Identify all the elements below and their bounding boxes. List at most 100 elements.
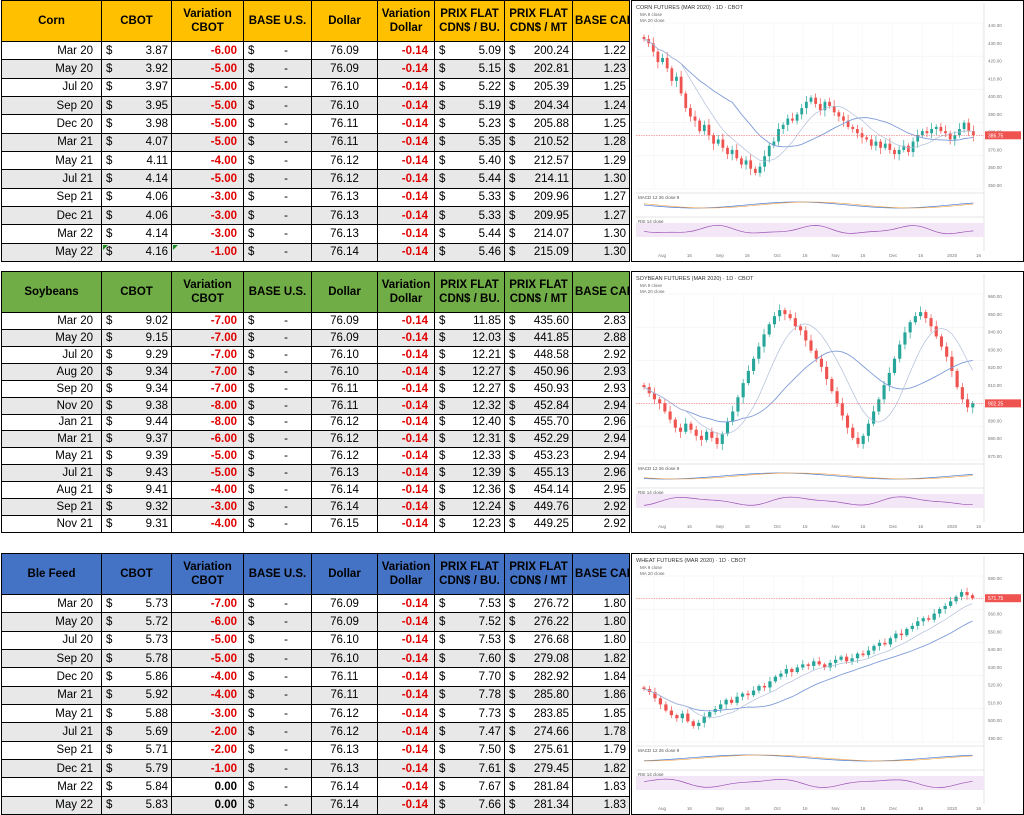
candle-body (844, 656, 849, 662)
macd-label: MACD 12 26 close 9 (638, 466, 680, 471)
candle-body (833, 659, 838, 663)
x-tick-label: 16 (687, 253, 693, 258)
variation-dollar-cell: -0.14 (377, 795, 435, 815)
candle-body (686, 713, 690, 722)
cbot-cell: $3.95 (101, 95, 172, 116)
base-cad-cell: 1.80 (572, 630, 630, 650)
variation-dollar-cell: -0.14 (377, 630, 435, 650)
candle-body (955, 370, 959, 388)
prix-flat-mt-cell: $454.14 (504, 481, 573, 500)
dollar-cell: 76.12 (311, 703, 378, 724)
base-cad-cell: 1.30 (572, 242, 630, 263)
prix-flat-bu-cell: $5.33 (434, 187, 505, 207)
base-us-cell: $ - (243, 447, 312, 466)
variation-dollar-cell: -0.14 (377, 150, 435, 171)
candle-body (740, 158, 743, 165)
candle-body (861, 435, 865, 444)
y-tick-label: 440.00 (988, 23, 1002, 28)
prix-flat-mt-cell: $285.80 (504, 685, 573, 705)
variation-cbot-cell: -5.00 (171, 447, 244, 466)
base-us-cell: $ - (243, 59, 312, 79)
variation-cbot-cell: -7.00 (171, 345, 244, 364)
variation-cbot-cell: -7.00 (171, 593, 244, 614)
variation-dollar-cell: -0.14 (377, 187, 435, 207)
dollar-cell: 76.12 (311, 430, 378, 449)
candle-body (962, 122, 966, 130)
ma9-line (643, 603, 973, 718)
base-cad-cell: 2.94 (572, 430, 630, 449)
candle-body (729, 699, 734, 703)
prix-flat-bu-cell: $12.40 (434, 413, 505, 432)
y-tick-label: 880.00 (988, 436, 1002, 441)
candle-body (866, 423, 870, 436)
base-cad-cell: 1.27 (572, 205, 630, 226)
futures-chart[interactable]: WHEAT FUTURES (MAR 2020) · 1D · CBOT MA 9… (631, 553, 1024, 815)
candle-body (652, 393, 657, 400)
cbot-cell: $9.44 (101, 413, 172, 432)
base-us-cell: $ - (243, 328, 312, 347)
candle-body (772, 316, 777, 325)
candle-body (726, 147, 729, 155)
prix-flat-bu-cell: $5.22 (434, 77, 505, 97)
macd-label: MACD 12 26 close 9 (638, 748, 680, 753)
dollar-cell: 76.15 (311, 515, 378, 533)
macd-signal-line (643, 754, 973, 762)
base-us-cell: $ - (243, 515, 312, 533)
base-cad-cell: 1.80 (572, 612, 630, 632)
base-cad-cell: 1.82 (572, 758, 630, 779)
table-row: Mar 21 $9.37 -6.00 $ -76.12 -0.14 $12.31 $452.2… (1, 430, 630, 449)
candle-body (779, 673, 783, 677)
ma20-line (643, 620, 973, 712)
candle-body (698, 120, 702, 132)
futures-chart[interactable]: CORN FUTURES (MAR 2020) · 1D · CBOT MA 9 … (631, 0, 1024, 262)
month-cell: Jul 20 (1, 77, 102, 97)
prix-flat-mt-cell: $274.66 (504, 722, 573, 742)
candle-body (702, 124, 706, 132)
candle-body (869, 139, 873, 146)
month-cell: Jul 21 (1, 169, 102, 189)
candle-body (772, 141, 776, 146)
candle-body (905, 628, 909, 636)
variation-cbot-cell: -6.00 (171, 612, 244, 632)
table-row: Sep 20 $3.95 -5.00 $ -76.10 -0.14 $5.19 $204.34… (1, 95, 630, 116)
candle-body (642, 687, 646, 690)
candle-body (855, 653, 860, 659)
candle-body (678, 427, 683, 432)
candle-body (817, 661, 821, 665)
dollar-cell: 76.13 (311, 758, 378, 779)
candle-body (735, 696, 739, 703)
table-row: May 20 $3.92 -5.00 $ -76.09 -0.14 $5.15 $202.81… (1, 59, 630, 79)
chart-title: CORN FUTURES (MAR 2020) · 1D · CBOT (636, 5, 744, 11)
futures-chart[interactable]: SOYBEAN FUTURES (MAR 2020) · 1D · CBOT MA… (631, 271, 1024, 533)
candle-body (716, 139, 720, 144)
base-cad-cell: 2.96 (572, 413, 630, 432)
prix-flat-mt-cell: $276.72 (504, 593, 573, 614)
dollar-cell: 76.09 (311, 612, 378, 632)
base-cad-cell: 1.30 (572, 169, 630, 189)
candle-body (965, 399, 970, 408)
candle-body (943, 605, 947, 609)
cbot-cell: $5.83 (101, 795, 172, 815)
header-base-cad: BASE CAD (572, 0, 630, 42)
dollar-cell: 76.14 (311, 481, 378, 500)
prix-flat-mt-cell: $435.60 (504, 312, 573, 330)
candle-body (697, 722, 701, 726)
header-dollar: Dollar (311, 0, 378, 42)
base-us-cell: $ - (243, 464, 312, 483)
variation-cbot-cell: -2.00 (171, 740, 244, 760)
candle-body (851, 126, 855, 130)
y-tick-label: 530.00 (988, 665, 1002, 670)
table-row: May 22 $5.83 0.00 $ -76.14 -0.14 $7.66 $281.34 1… (1, 795, 630, 815)
header-cbot: CBOT (101, 271, 172, 313)
prix-flat-mt-cell: $281.34 (504, 795, 573, 815)
candle-body (902, 145, 906, 150)
month-cell: Dec 20 (1, 114, 102, 134)
dollar-cell: 76.14 (311, 498, 378, 517)
cbot-cell: $4.11 (101, 150, 172, 171)
variation-dollar-cell: -0.14 (377, 447, 435, 466)
dollar-cell: 76.14 (311, 795, 378, 815)
candle-body (850, 658, 854, 662)
x-tick-label: Sep (716, 253, 725, 258)
dollar-cell: 76.10 (311, 95, 378, 116)
variation-dollar-cell: -0.14 (377, 40, 435, 61)
